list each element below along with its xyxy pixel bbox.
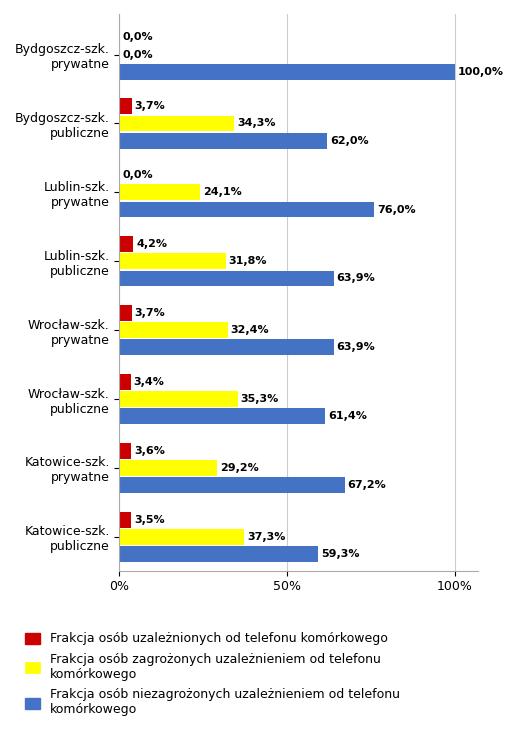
Text: 3,6%: 3,6% (134, 446, 165, 455)
Text: 63,9%: 63,9% (336, 342, 375, 352)
Text: 3,7%: 3,7% (134, 308, 165, 318)
Bar (119, 512, 131, 528)
Text: 32,4%: 32,4% (231, 325, 269, 335)
Bar (119, 374, 131, 390)
Text: 63,9%: 63,9% (336, 273, 375, 284)
Text: 67,2%: 67,2% (348, 480, 386, 491)
Text: 0,0%: 0,0% (122, 50, 153, 59)
Bar (119, 546, 318, 562)
Text: 3,4%: 3,4% (133, 376, 164, 387)
Bar (119, 529, 245, 545)
Legend: Frakcja osób uzależnionych od telefonu komórkowego, Frakcja osób zagrożonych uza: Frakcja osób uzależnionych od telefonu k… (25, 632, 400, 716)
Text: 76,0%: 76,0% (377, 205, 416, 215)
Text: 29,2%: 29,2% (220, 463, 259, 473)
Text: 0,0%: 0,0% (122, 32, 153, 42)
Text: 100,0%: 100,0% (457, 67, 504, 77)
Bar (119, 443, 131, 458)
Bar (119, 460, 217, 476)
Bar (119, 115, 234, 132)
Bar (119, 409, 325, 424)
Bar (119, 254, 226, 269)
Bar (119, 322, 228, 338)
Text: 31,8%: 31,8% (229, 257, 267, 266)
Bar (119, 270, 334, 287)
Text: 0,0%: 0,0% (122, 170, 153, 180)
Text: 3,5%: 3,5% (134, 515, 164, 525)
Text: 3,7%: 3,7% (134, 101, 165, 111)
Text: 35,3%: 35,3% (241, 394, 279, 404)
Text: 4,2%: 4,2% (136, 239, 167, 249)
Text: 59,3%: 59,3% (321, 549, 359, 559)
Text: 24,1%: 24,1% (203, 187, 242, 197)
Bar (119, 236, 133, 252)
Bar (119, 64, 455, 80)
Text: 62,0%: 62,0% (330, 136, 369, 145)
Bar (119, 133, 328, 148)
Text: 34,3%: 34,3% (237, 118, 276, 129)
Bar (119, 202, 374, 218)
Bar (119, 184, 200, 200)
Bar (119, 477, 345, 493)
Text: 61,4%: 61,4% (328, 412, 367, 421)
Bar (119, 98, 132, 114)
Bar (119, 391, 238, 407)
Text: 37,3%: 37,3% (247, 532, 285, 542)
Bar (119, 339, 334, 355)
Bar (119, 305, 132, 321)
